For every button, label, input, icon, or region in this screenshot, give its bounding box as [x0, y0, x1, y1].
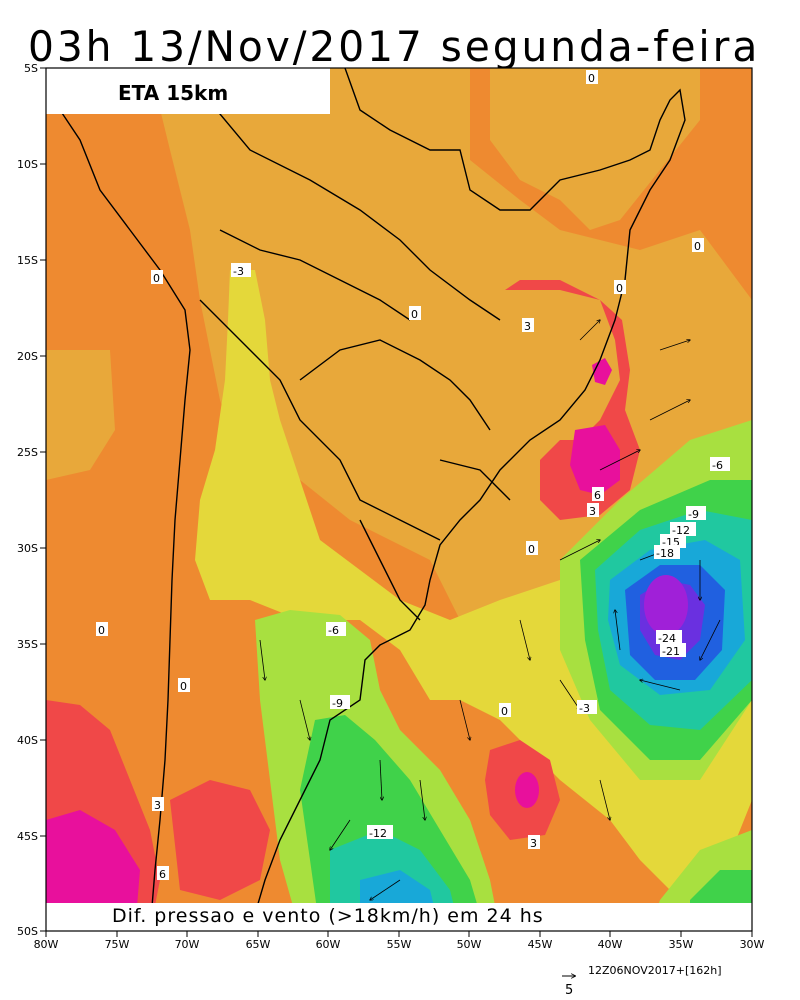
lat-tick: 10S — [17, 158, 38, 171]
lon-tick: 30W — [740, 938, 765, 951]
svg-text:0: 0 — [501, 705, 508, 718]
svg-text:0: 0 — [153, 272, 160, 285]
caption-text: Dif. pressao e vento (>18km/h) em 24 hs — [112, 905, 544, 927]
svg-text:-24: -24 — [658, 632, 676, 645]
svg-text:-12: -12 — [672, 524, 690, 537]
coastlines-borders — [59, 68, 686, 931]
svg-text:-9: -9 — [688, 508, 699, 521]
longitude-axis: 80W 75W 70W 65W 60W 55W 50W 45W 40W 35W … — [34, 931, 765, 951]
svg-text:3: 3 — [524, 320, 531, 333]
map-title: 03h 13/Nov/2017 segunda-feira — [28, 22, 761, 71]
lat-tick: 45S — [17, 830, 38, 843]
lat-tick: 35S — [17, 638, 38, 651]
contour-label: -24 — [656, 630, 682, 645]
svg-text:-12: -12 — [369, 827, 387, 840]
svg-text:-3: -3 — [233, 265, 244, 278]
svg-text:3: 3 — [154, 799, 161, 812]
svg-text:3: 3 — [589, 505, 596, 518]
contour-label: -12 — [367, 825, 393, 840]
model-label-box — [46, 68, 330, 114]
lat-tick: 5S — [24, 62, 38, 75]
svg-text:0: 0 — [694, 240, 701, 253]
contour-label: 3 — [152, 797, 164, 812]
lon-tick: 65W — [246, 938, 271, 951]
wind-vectors — [259, 320, 721, 900]
lon-tick: 75W — [105, 938, 130, 951]
contour-label: -9 — [686, 506, 706, 521]
lon-tick: 70W — [175, 938, 200, 951]
contour-label: -12 — [670, 522, 696, 537]
model-label: ETA 15km — [118, 81, 228, 105]
svg-text:-6: -6 — [328, 624, 339, 637]
svg-text:6: 6 — [159, 868, 166, 881]
svg-text:0: 0 — [528, 543, 535, 556]
vector-scale: 5 — [562, 976, 575, 998]
svg-text:-6: -6 — [712, 459, 723, 472]
run-label: 12Z06NOV2017+[162h] — [588, 964, 722, 977]
lat-tick: 15S — [17, 254, 38, 267]
contour-label: 0 — [409, 306, 421, 321]
lon-tick: 35W — [669, 938, 694, 951]
contour-label: 3 — [587, 503, 599, 518]
contour-label: -9 — [330, 695, 350, 710]
lat-tick: 25S — [17, 446, 38, 459]
contour-label: 0 — [586, 70, 598, 85]
contour-label: -18 — [654, 545, 680, 560]
contour-label: 6 — [592, 487, 604, 502]
contour-label: 0 — [614, 280, 626, 295]
pressure-difference-field — [46, 68, 752, 931]
lat-tick: 20S — [17, 350, 38, 363]
vector-scale-label: 5 — [565, 983, 573, 998]
svg-text:0: 0 — [98, 624, 105, 637]
svg-text:-9: -9 — [332, 697, 343, 710]
contour-label: -6 — [326, 622, 346, 637]
contour-label: -21 — [660, 643, 686, 658]
latitude-axis: 5S 10S 15S 20S 25S 30S 35S 40S 45S 50S — [17, 62, 46, 938]
svg-text:-18: -18 — [656, 547, 674, 560]
lon-tick: 50W — [457, 938, 482, 951]
lon-tick: 40W — [598, 938, 623, 951]
contour-label: 3 — [522, 318, 534, 333]
contour-label: 3 — [528, 835, 540, 850]
contour-label: 0 — [526, 541, 538, 556]
svg-text:0: 0 — [616, 282, 623, 295]
svg-text:3: 3 — [530, 837, 537, 850]
contour-label: -6 — [710, 457, 730, 472]
caption-bar — [46, 903, 752, 931]
contour-label: 0 — [692, 238, 704, 253]
contour-labels: 0 0 0 0 0 0 0 0 0 3 3 3 3 -3 -3 6 6 -6 -… — [96, 70, 730, 881]
contour-label: 0 — [151, 270, 163, 285]
contour-label: 0 — [499, 703, 511, 718]
contour-label: 6 — [157, 866, 169, 881]
svg-text:6: 6 — [594, 489, 601, 502]
lat-tick: 40S — [17, 734, 38, 747]
svg-text:0: 0 — [588, 72, 595, 85]
svg-text:-21: -21 — [662, 645, 680, 658]
lon-tick: 60W — [316, 938, 341, 951]
lon-tick: 80W — [34, 938, 59, 951]
svg-text:0: 0 — [411, 308, 418, 321]
lon-tick: 45W — [528, 938, 553, 951]
lon-tick: 55W — [387, 938, 412, 951]
svg-text:0: 0 — [180, 680, 187, 693]
lat-tick: 30S — [17, 542, 38, 555]
lat-tick: 50S — [17, 925, 38, 938]
contour-label: 0 — [96, 622, 108, 637]
svg-text:-3: -3 — [579, 702, 590, 715]
contour-label: -3 — [231, 263, 251, 278]
contour-label: 0 — [178, 678, 190, 693]
contour-label: -3 — [577, 700, 597, 715]
